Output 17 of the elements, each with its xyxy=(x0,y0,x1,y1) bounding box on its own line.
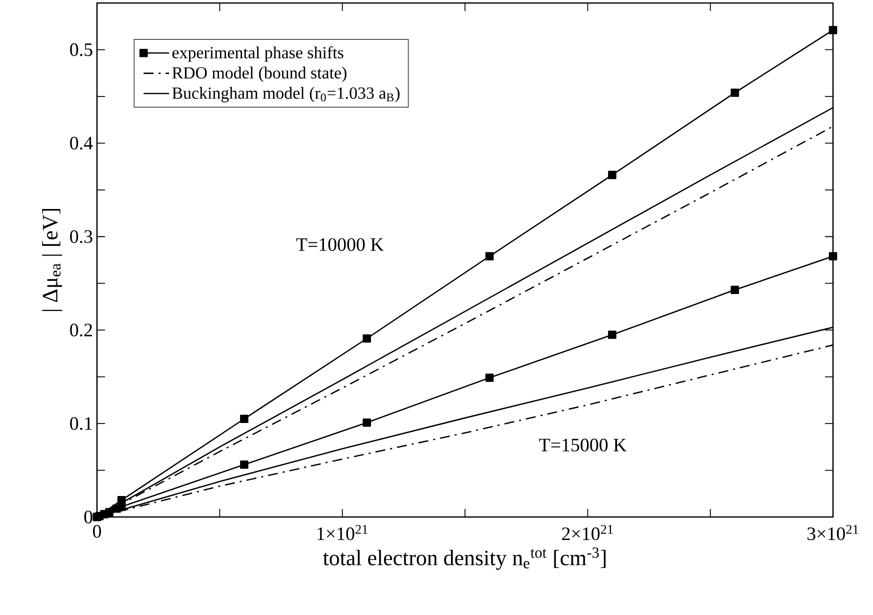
x-tick-label: 0 xyxy=(92,524,101,538)
annotation: T=15000 K xyxy=(539,438,627,452)
x-tick-label: 1×10$^{21}$ xyxy=(318,524,368,540)
y-tick-label: 0.5 xyxy=(70,43,92,56)
y-tick-label: 0.3 xyxy=(70,230,92,244)
annotation: T=10000 K xyxy=(296,238,384,251)
y-tick-label: 0.1 xyxy=(70,417,92,430)
x-tick-label: 2×10$^{21}$ xyxy=(562,524,613,540)
x-tick-label: 3×10$^{21}$ xyxy=(808,524,858,540)
legend-label: experimental phase shifts xyxy=(172,46,344,62)
y-axis-title: | Δμ$_{ea}$ | [eV] xyxy=(42,208,62,312)
legend-label: Buckingham model (r$_{0}$=1.033 a$_{B}$) xyxy=(172,86,400,102)
y-tick-label: 0 xyxy=(84,510,92,524)
x-axis-title: total electron density n$_{e}$$^{tot}$ [cm$^{-3}$] xyxy=(323,547,606,570)
y-tick-label: 0.4 xyxy=(70,136,93,150)
y-tick-label: 0.2 xyxy=(70,324,92,337)
legend-label: RDO model (bound state) xyxy=(172,66,346,82)
